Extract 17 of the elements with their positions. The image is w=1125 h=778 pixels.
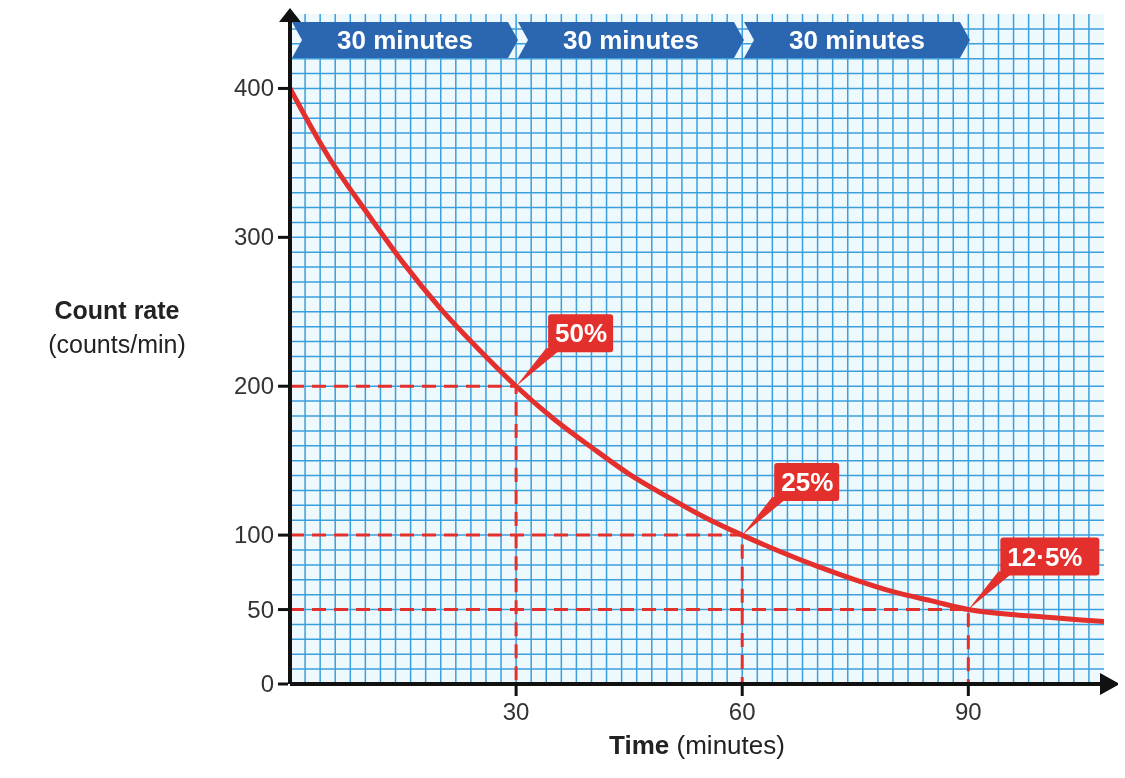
x-tick-label: 60	[728, 698, 756, 725]
annotation: 25%	[781, 467, 834, 498]
x-axis-title: Time (minutes)	[608, 730, 786, 761]
y-axis-title: Count rate (counts/min)	[47, 295, 187, 360]
annotation: 50%	[555, 318, 608, 349]
annotation: 12·5%	[1007, 541, 1083, 572]
annotation: 30 minutes	[789, 25, 925, 55]
y-tick-label: 200	[233, 372, 274, 400]
y-tick-label: 300	[233, 223, 274, 251]
x-tick-label: 90	[954, 698, 982, 725]
y-tick-label: 400	[233, 74, 274, 102]
y-tick-label: 50	[247, 595, 274, 623]
x-tick-label: 30	[502, 698, 530, 725]
annotation: 30 minutes	[563, 25, 699, 55]
annotation: 30 minutes	[337, 25, 473, 55]
y-tick-label: 0	[260, 670, 274, 697]
y-tick-label: 100	[233, 521, 274, 549]
